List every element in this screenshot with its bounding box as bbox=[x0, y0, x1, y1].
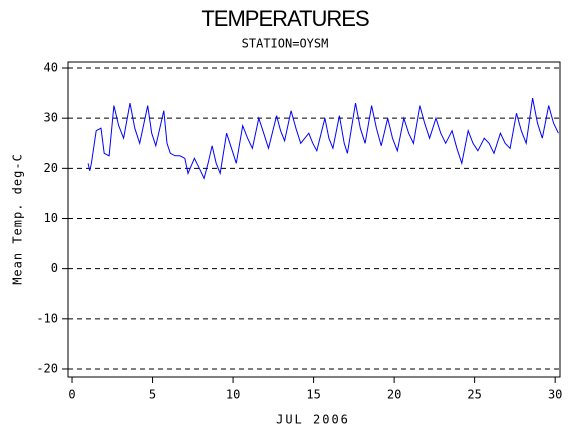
y-tick-label: -10 bbox=[36, 311, 58, 325]
y-tick-label: 0 bbox=[51, 261, 58, 275]
y-tick-label: 40 bbox=[44, 61, 58, 75]
x-tick-label: 20 bbox=[387, 388, 401, 402]
x-tick-label: 10 bbox=[226, 388, 240, 402]
x-tick-label: 25 bbox=[467, 388, 481, 402]
y-axis-label: Mean Temp. deg-C bbox=[11, 153, 25, 285]
x-tick-label: 30 bbox=[548, 388, 562, 402]
x-tick-label: 5 bbox=[149, 388, 156, 402]
data-line bbox=[87, 98, 559, 180]
x-tick-label: 0 bbox=[68, 388, 75, 402]
chart-title: TEMPERATURES bbox=[201, 6, 369, 31]
y-tick-label: 10 bbox=[44, 211, 58, 225]
chart-subtitle: STATION=OYSM bbox=[242, 37, 329, 51]
plot-frame bbox=[67, 61, 561, 378]
x-tick-label: 15 bbox=[306, 388, 320, 402]
x-axis-label: JUL 2006 bbox=[276, 413, 350, 427]
y-tick-label: 30 bbox=[44, 111, 58, 125]
y-tick-label: 20 bbox=[44, 161, 58, 175]
y-tick-label: -20 bbox=[36, 361, 58, 375]
